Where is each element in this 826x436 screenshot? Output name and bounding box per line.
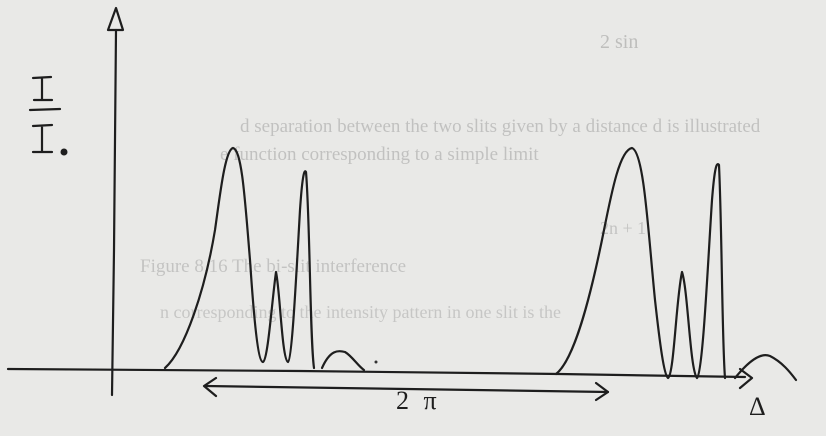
y-axis-arrowhead xyxy=(106,6,125,32)
period-label: 2 π xyxy=(396,386,441,415)
y-axis-label-drawing xyxy=(28,75,68,156)
intensity-curve-right xyxy=(554,146,727,380)
bleed-line-5: n corresponding to the intensity pattern… xyxy=(160,302,561,322)
bleed-line-3: e function corresponding to a simple lim… xyxy=(220,144,539,165)
x-axis-label: Δ xyxy=(749,392,766,421)
secondary-bump-left xyxy=(320,350,366,372)
secondary-bump-right xyxy=(733,354,798,382)
ink-dot xyxy=(374,360,378,364)
bleed-line-6: 2n + 1 xyxy=(600,218,646,238)
period-arrow-shaft xyxy=(204,384,610,394)
intensity-curve-left xyxy=(163,146,316,370)
x-axis xyxy=(6,367,747,379)
x-axis-arrowhead xyxy=(738,367,754,390)
y-axis xyxy=(110,28,118,397)
bleed-line-1: 2 sin xyxy=(600,31,638,53)
period-arrow-left-head xyxy=(202,376,218,398)
bleed-line-2: d separation between the two slits given… xyxy=(240,116,761,137)
period-arrow-right-head xyxy=(594,381,610,402)
